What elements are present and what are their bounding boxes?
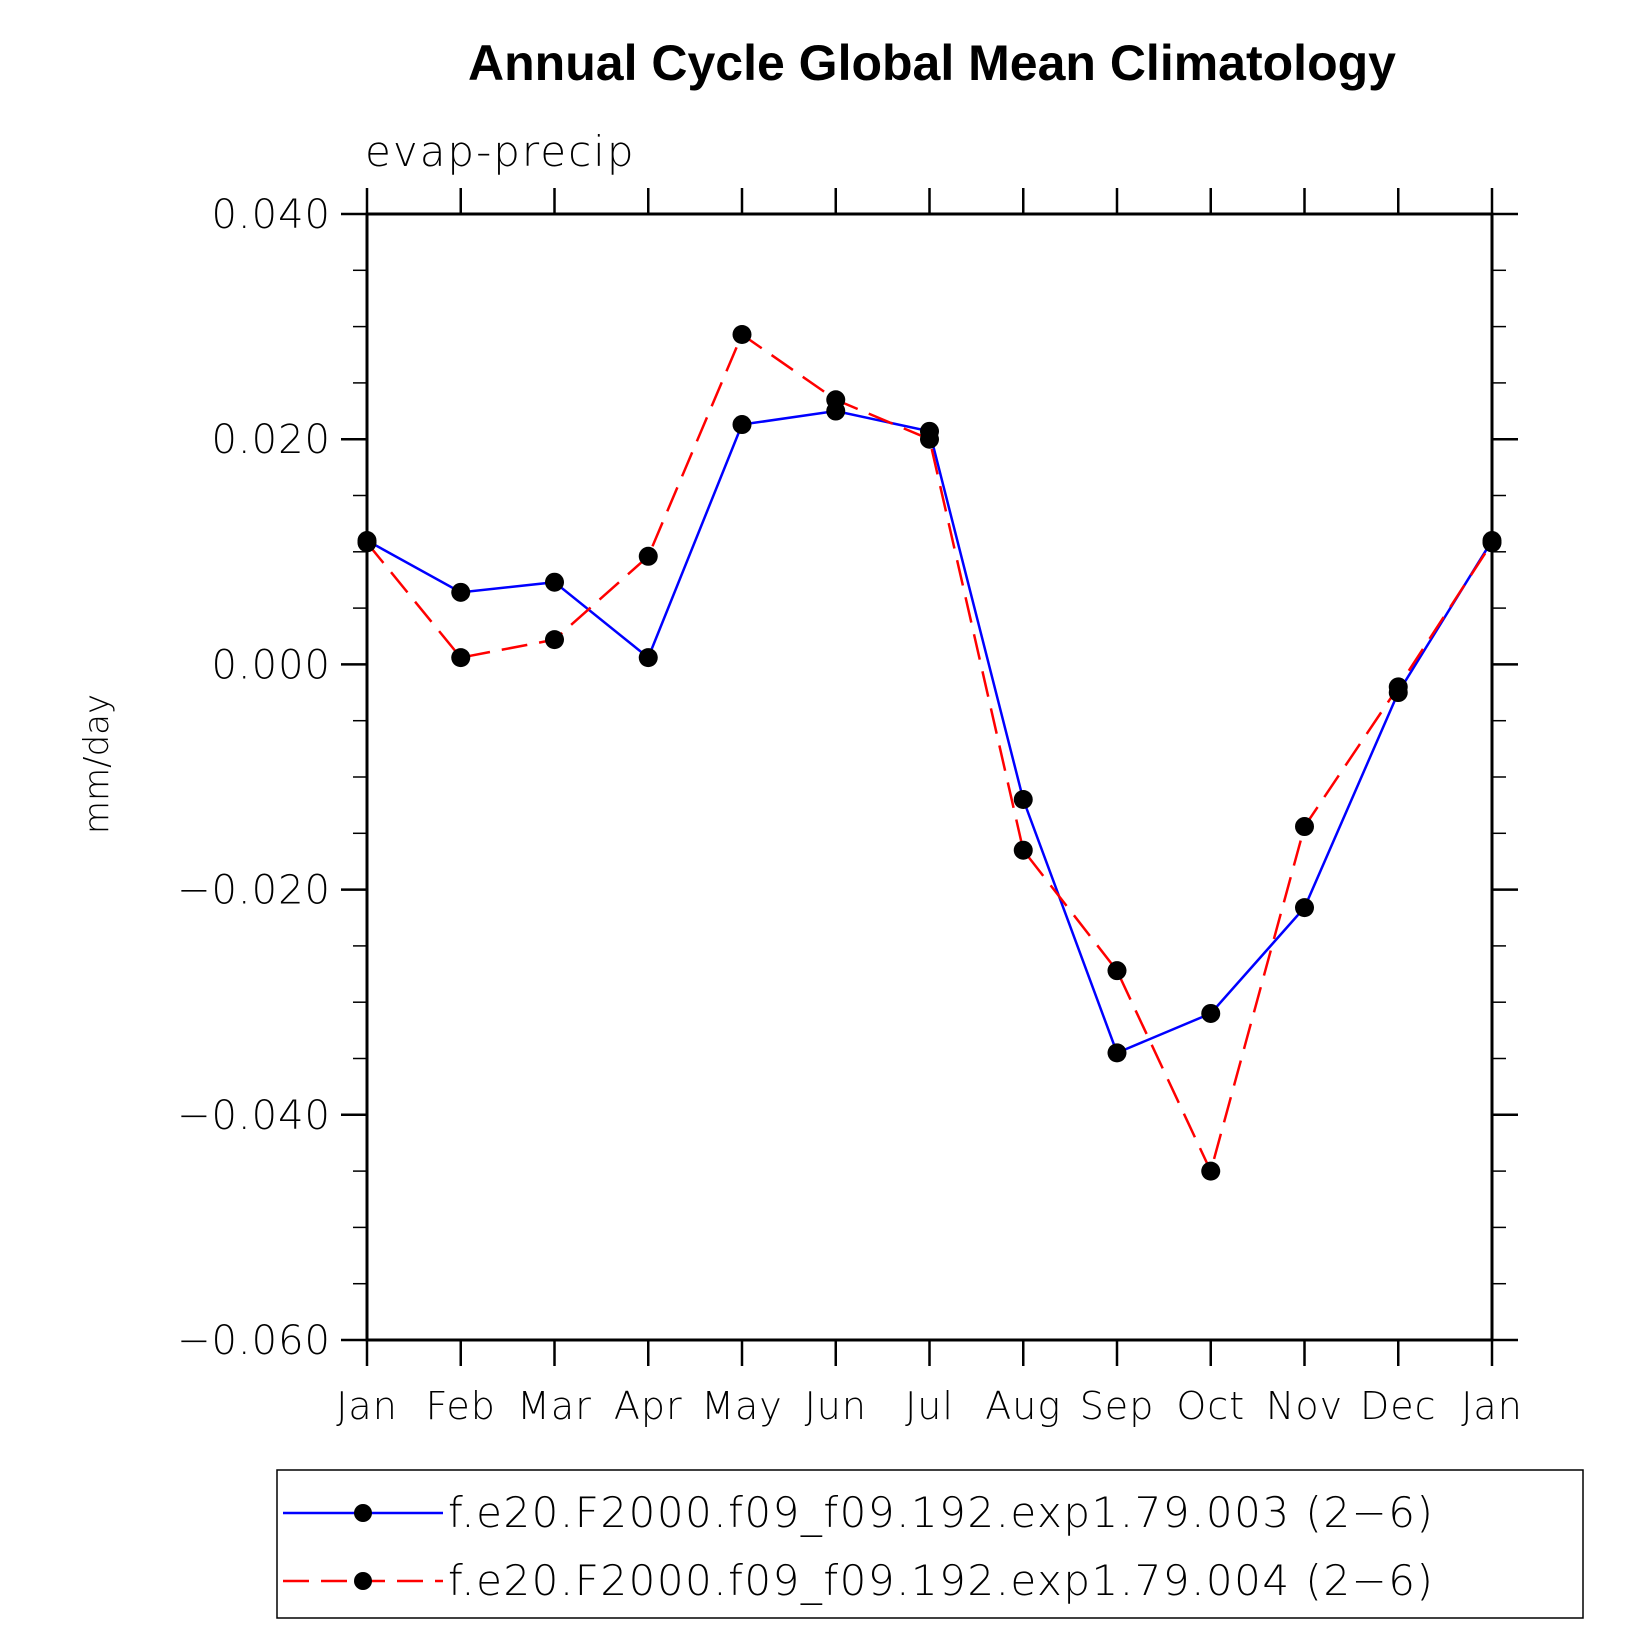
series-2-point bbox=[1201, 1161, 1221, 1181]
y-tick-labels: 0.040 0.020 0.000 −0.020 −0.040 −0.060 bbox=[177, 192, 331, 1364]
x-tick-label: Aug bbox=[985, 1384, 1061, 1428]
legend-label-series-2: f.e20.F2000.f09_f09.192.exp1.79.004 (2−6… bbox=[448, 1556, 1434, 1605]
x-tick-label: Mar bbox=[517, 1384, 592, 1428]
series-1-point bbox=[732, 415, 752, 435]
series-2-point bbox=[826, 390, 846, 410]
x-tick-label: Jul bbox=[905, 1384, 954, 1428]
x-tick-label: May bbox=[701, 1384, 783, 1428]
x-tick-label: Jan bbox=[1461, 1384, 1523, 1428]
x-tick-label: Apr bbox=[614, 1384, 683, 1428]
x-tick-label: Jun bbox=[805, 1384, 867, 1428]
series-2-point bbox=[1013, 840, 1033, 860]
series-points bbox=[357, 324, 1502, 1181]
x-tick-label: Sep bbox=[1080, 1384, 1155, 1428]
series-2-point bbox=[357, 533, 377, 553]
y-tick-label: −0.020 bbox=[177, 868, 331, 914]
chart-title: Annual Cycle Global Mean Climatology bbox=[468, 35, 1396, 91]
series-2-point bbox=[1295, 817, 1314, 837]
series-2-point bbox=[451, 648, 471, 668]
series-1-point bbox=[1013, 790, 1033, 810]
x-tick-label: Nov bbox=[1266, 1384, 1343, 1428]
series-line-1 bbox=[366, 409, 1494, 1055]
y-tick-label: 0.040 bbox=[211, 192, 331, 238]
plot-frame bbox=[365, 212, 1494, 1342]
series-2-point bbox=[920, 429, 939, 449]
series-2-point bbox=[545, 630, 564, 650]
x-tick-label: Oct bbox=[1176, 1384, 1245, 1428]
series-2-point bbox=[1482, 533, 1502, 553]
series-2-point bbox=[1388, 677, 1408, 697]
chart-subtitle: evap-precip bbox=[365, 127, 636, 176]
series-2-point bbox=[638, 546, 658, 566]
series-1-point bbox=[638, 648, 658, 668]
series-1-point bbox=[451, 582, 471, 602]
legend-marker-series-1 bbox=[354, 1504, 372, 1522]
x-tick-label: Jan bbox=[336, 1384, 398, 1428]
y-tick-label: 0.000 bbox=[211, 642, 331, 688]
x-tick-labels: Jan Feb Mar Apr May Jun Jul Aug Sep Oct Nov Dec Jan bbox=[336, 1384, 1523, 1428]
series-1-point bbox=[1107, 1043, 1127, 1063]
y-tick-label: −0.060 bbox=[177, 1318, 331, 1364]
legend: f.e20.F2000.f09_f09.192.exp1.79.003 (2−6… bbox=[276, 1469, 1584, 1619]
legend-marker-series-2 bbox=[354, 1572, 372, 1590]
series-line-2 bbox=[366, 332, 1494, 1175]
legend-box bbox=[276, 1469, 1584, 1619]
legend-label-series-1: f.e20.F2000.f09_f09.192.exp1.79.003 (2−6… bbox=[448, 1488, 1434, 1537]
x-tick-label: Dec bbox=[1360, 1384, 1437, 1428]
series-2-point bbox=[1107, 961, 1127, 981]
series-2-point bbox=[732, 324, 752, 344]
series-1-point bbox=[1201, 1003, 1221, 1023]
axis-ticks bbox=[341, 188, 1518, 1366]
series-1-point bbox=[1295, 898, 1314, 918]
y-tick-label: 0.020 bbox=[211, 417, 331, 463]
x-tick-label: Feb bbox=[426, 1384, 496, 1428]
y-axis-label: mm/day bbox=[77, 694, 117, 834]
y-tick-label: −0.040 bbox=[177, 1093, 331, 1139]
series-lines bbox=[366, 332, 1494, 1175]
series-1-point bbox=[545, 572, 564, 592]
